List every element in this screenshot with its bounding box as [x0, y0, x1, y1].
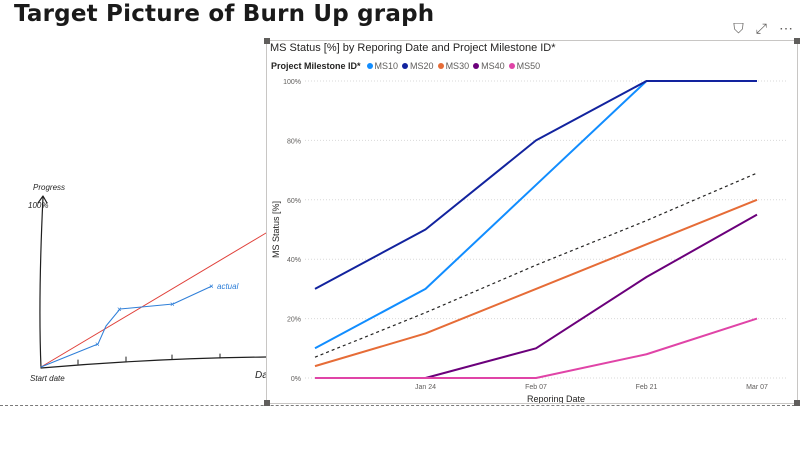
x-tick-label: Feb 21 [636, 384, 658, 391]
legend-label: MS30 [445, 61, 470, 71]
filter-icon[interactable]: ⛉ [733, 20, 744, 36]
sketch-y-arrow [37, 195, 48, 204]
line-chart: 0% 20% 40% 60% 80% 100% Jan 24 Feb 07 Feb 21 Mar… [271, 79, 787, 403]
legend-item[interactable]: MS40 [473, 61, 505, 71]
sketch-marker: × [95, 340, 100, 349]
sketch-marker: × [209, 282, 214, 291]
y-axis-label: MS Status [%] [271, 201, 281, 258]
legend-marker [508, 63, 515, 69]
resize-handle-top-right[interactable] [794, 38, 800, 44]
legend-item[interactable]: MS10 [366, 61, 399, 71]
sketch-y-axis [39, 196, 44, 369]
resize-handle-top-left[interactable] [264, 38, 270, 44]
trend-line [314, 172, 758, 358]
y-tick-label: 0% [291, 376, 301, 383]
series-line-ms40[interactable] [315, 213, 758, 379]
legend-label: MS20 [410, 61, 434, 71]
divider [0, 405, 800, 406]
y-tick-label: 20% [287, 317, 301, 324]
sketch-marker: × [170, 300, 175, 309]
legend-label: MS40 [481, 61, 505, 71]
focus-mode-icon[interactable]: ⤢ [755, 20, 767, 36]
legend-label: MS50 [516, 61, 541, 71]
resize-handle-bottom-right[interactable] [794, 400, 800, 406]
legend-title: Project Milestone ID* [271, 61, 361, 71]
sketch-marker: × [117, 305, 122, 314]
legend-item[interactable]: MS30 [437, 61, 470, 71]
legend-item[interactable]: MS20 [402, 61, 434, 71]
visual-header: ⛉ ⤢ ⋯ [733, 19, 793, 37]
sketch-end-label: Da [255, 370, 268, 381]
sketch-y-label: Progress [33, 183, 65, 192]
x-tick-label: Feb 07 [525, 384, 547, 391]
sketch-target-line [40, 232, 267, 368]
series-line-ms30[interactable] [314, 198, 758, 368]
sketch-actual-line [40, 285, 213, 368]
y-tick-label: 80% [287, 138, 301, 145]
x-axis-label: Reporing Date [527, 394, 585, 403]
series-line-ms20[interactable] [314, 80, 757, 290]
series-line-ms50[interactable] [315, 317, 758, 379]
sketch-y-value: 100% [28, 201, 48, 210]
legend-marker [437, 63, 444, 69]
y-tick-label: 40% [287, 257, 301, 264]
legend-marker [402, 63, 409, 69]
page-title: Target Picture of Burn Up graph [14, 1, 435, 27]
legend-item[interactable]: MS50 [508, 61, 541, 71]
chart-legend: Project Milestone ID* MS10 MS20 MS30 MS40 MS… [271, 61, 540, 71]
legend-label: MS10 [374, 61, 399, 71]
sketch-actual-label: actual [217, 282, 239, 291]
series-line-ms10[interactable] [314, 80, 757, 350]
chart-title: MS Status [%] by Reporing Date and Proje… [270, 42, 556, 54]
legend-marker [366, 63, 373, 69]
sketch-actual-markers: × × × × [95, 282, 214, 349]
legend-marker [473, 63, 480, 69]
sketch-x-ticks [77, 353, 221, 365]
sketch-start-label: Start date [30, 374, 65, 383]
resize-handle-bottom-left[interactable] [264, 400, 270, 406]
y-tick-label: 100% [283, 79, 301, 86]
y-tick-label: 60% [287, 198, 301, 205]
x-tick-label: Mar 07 [746, 384, 768, 391]
chart-visual[interactable]: ⛉ ⤢ ⋯ MS Status [%] by Reporing Date and… [264, 20, 800, 406]
more-options-icon[interactable]: ⋯ [779, 20, 793, 36]
sketch-x-axis [40, 356, 267, 369]
x-tick-label: Jan 24 [415, 384, 436, 391]
